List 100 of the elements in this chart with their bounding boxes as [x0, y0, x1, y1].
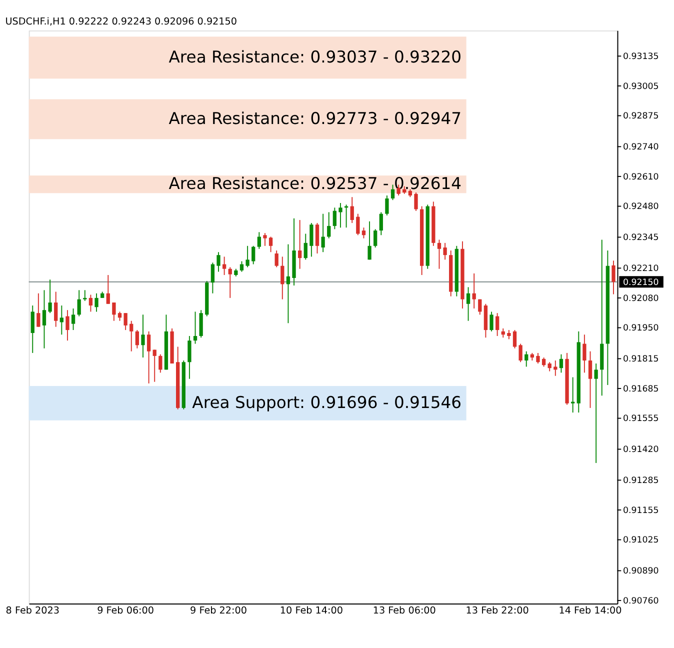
- y-tick-label: 0.92610: [623, 172, 659, 182]
- candlestick: [257, 232, 261, 250]
- y-tick-label: 0.92740: [623, 142, 659, 153]
- y-tick-label: 0.92875: [623, 112, 659, 122]
- y-tick-label: 0.90760: [623, 596, 659, 606]
- candlestick: [42, 290, 46, 349]
- band-label: Area Resistance: 0.92773 - 0.92947: [168, 108, 462, 128]
- candlestick: [368, 220, 372, 260]
- candlestick: [466, 286, 470, 322]
- candlestick: [216, 252, 220, 272]
- candlestick: [495, 312, 500, 336]
- x-tick-label: 9 Feb 22:00: [190, 606, 247, 617]
- candlestick: [106, 274, 110, 304]
- y-tick-label: 0.92480: [623, 202, 659, 212]
- candlestick: [298, 220, 302, 270]
- candlestick: [124, 312, 128, 331]
- candlestick: [536, 352, 540, 364]
- y-tick-label: 0.90890: [623, 566, 659, 577]
- ref-line-label: 0.92150: [623, 278, 659, 288]
- candlestick: [252, 245, 256, 265]
- candlestick: [48, 279, 52, 314]
- candlestick: [374, 228, 378, 248]
- candlestick: [507, 330, 511, 340]
- candlestick: [437, 239, 442, 270]
- candlestick: [379, 212, 383, 236]
- x-tick-label: 10 Feb 14:00: [280, 606, 343, 617]
- y-tick-label: 0.92210: [623, 264, 659, 274]
- candlestick: [135, 330, 140, 349]
- y-tick-label: 0.91285: [623, 476, 659, 486]
- y-tick-label: 0.93135: [623, 52, 659, 62]
- candlestick: [443, 242, 447, 260]
- candlestick: [548, 362, 552, 372]
- candlestick: [542, 357, 546, 368]
- candlestick: [310, 222, 314, 258]
- candlestick: [414, 192, 418, 212]
- y-tick-label: 0.91950: [623, 324, 659, 334]
- candlestick: [83, 290, 87, 302]
- candlestick: [385, 194, 389, 216]
- candlestick: [246, 245, 250, 268]
- x-tick-label: 9 Feb 06:00: [97, 606, 154, 617]
- chart-title: USDCHF.i,H1 0.92222 0.92243 0.92096 0.92150: [5, 16, 238, 28]
- candlestick: [71, 308, 76, 331]
- candlestick: [268, 236, 273, 253]
- candlestick: [338, 202, 342, 228]
- candlestick: [88, 294, 93, 312]
- candlestick: [263, 232, 267, 246]
- candlestick: [152, 349, 156, 382]
- candlestick: [524, 350, 528, 368]
- candlestick: [315, 222, 320, 254]
- candlestick: [559, 354, 564, 374]
- candlestick: [321, 213, 325, 253]
- candlestick: [571, 376, 575, 414]
- candlestick: [588, 350, 592, 408]
- candlestick: [356, 213, 360, 236]
- candlestick: [66, 310, 70, 342]
- candlestick: [112, 302, 116, 322]
- candlestick: [193, 311, 198, 344]
- candlestick: [327, 212, 331, 239]
- y-tick-label: 0.92080: [623, 294, 659, 304]
- candlestick: [36, 292, 40, 328]
- candlestick: [60, 305, 64, 336]
- candlestick: [362, 227, 366, 239]
- candlestick: [274, 250, 278, 268]
- candlestick: [518, 343, 522, 363]
- x-tick-label: 13 Feb 06:00: [372, 606, 436, 617]
- candlestick: [280, 256, 284, 300]
- candlestick: [478, 298, 482, 316]
- candlestick: [158, 354, 162, 374]
- candlestick: [30, 305, 34, 354]
- candlestick: [286, 244, 290, 324]
- y-tick-label: 0.93005: [623, 82, 659, 92]
- candlestick: [472, 272, 476, 309]
- x-tick-label: 8 Feb 2023: [6, 606, 60, 617]
- candlestick: [612, 260, 616, 295]
- x-tick-label: 13 Feb 22:00: [466, 606, 529, 617]
- candlestick: [199, 310, 203, 338]
- candlestick: [77, 290, 81, 317]
- x-tick-label: 14 Feb 14:00: [558, 606, 622, 617]
- y-tick-label: 0.91420: [623, 445, 659, 456]
- candlestick: [118, 311, 122, 322]
- candlestick: [210, 262, 215, 294]
- y-tick-label: 0.91815: [623, 354, 659, 365]
- band-label: Area Resistance: 0.93037 - 0.93220: [168, 47, 462, 66]
- candlestick: [490, 311, 494, 332]
- candlestick: [332, 207, 337, 230]
- candlestick: [130, 320, 134, 352]
- y-tick-label: 0.91025: [623, 536, 659, 546]
- candlestick: [350, 196, 354, 224]
- candlestick: [228, 266, 232, 298]
- band-label: Area Support: 0.91696 - 0.91546: [192, 392, 462, 412]
- candlestick: [94, 292, 98, 312]
- y-tick-label: 0.92345: [623, 233, 659, 244]
- y-tick-label: 0.91155: [623, 506, 659, 516]
- candlestick: [344, 204, 348, 228]
- y-tick-label: 0.91555: [623, 414, 659, 424]
- candlestick: [582, 334, 586, 374]
- candlestick: [512, 330, 517, 349]
- candlestick: [304, 233, 308, 260]
- candlestick: [146, 330, 151, 384]
- candlestick: [390, 184, 395, 201]
